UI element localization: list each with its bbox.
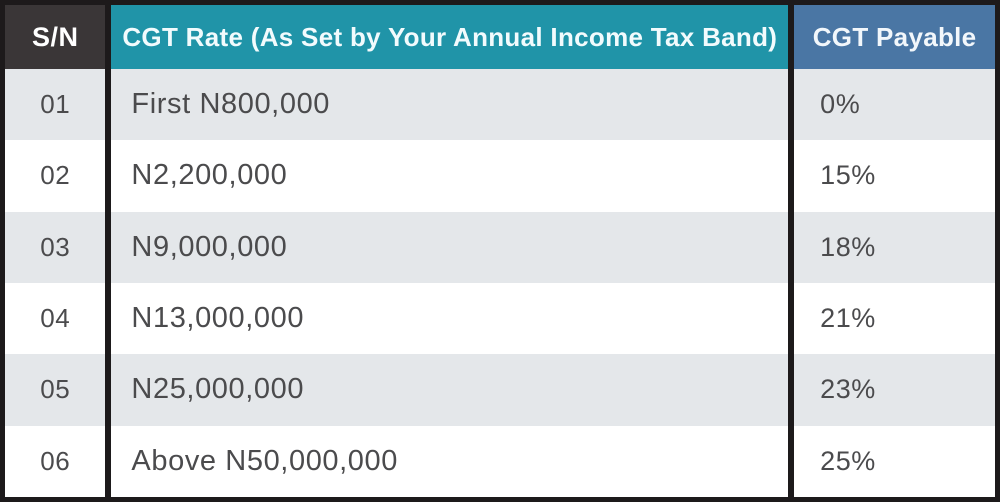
row-income-band: First N800,000 <box>111 69 795 141</box>
table-row: 05 N25,000,000 23% <box>5 354 995 426</box>
row-income-band: N13,000,000 <box>111 282 795 355</box>
row-income-band: Above N50,000,000 <box>111 425 795 497</box>
table-row: 02 N2,200,000 15% <box>5 140 995 212</box>
row-income-band: N2,200,000 <box>111 140 795 212</box>
row-serial-number: 01 <box>5 69 112 141</box>
row-serial-number: 06 <box>5 425 112 497</box>
row-cgt-payable: 25% <box>794 425 995 497</box>
col-header-cgt-payable: CGT Payable <box>794 5 995 69</box>
row-cgt-payable: 23% <box>794 354 995 426</box>
table-row: 03 N9,000,000 18% <box>5 211 995 283</box>
col-header-sn: S/N <box>5 5 112 69</box>
col-header-cgt-rate: CGT Rate (As Set by Your Annual Income T… <box>111 5 795 69</box>
row-serial-number: 02 <box>5 140 112 212</box>
table-row: 01 First N800,000 0% <box>5 69 995 141</box>
row-cgt-payable: 0% <box>794 69 995 141</box>
row-cgt-payable: 15% <box>794 140 995 212</box>
row-income-band: N25,000,000 <box>111 354 795 426</box>
row-cgt-payable: 18% <box>794 211 995 283</box>
row-serial-number: 04 <box>5 282 112 355</box>
row-cgt-payable: 21% <box>794 282 995 355</box>
table-header: S/N CGT Rate (As Set by Your Annual Inco… <box>5 5 995 69</box>
row-serial-number: 05 <box>5 354 112 426</box>
row-serial-number: 03 <box>5 211 112 283</box>
row-income-band: N9,000,000 <box>111 211 795 283</box>
table-row: 04 N13,000,000 21% <box>5 282 995 355</box>
table-body: 01 First N800,000 0% 02 N2,200,000 15% 0… <box>5 69 995 497</box>
header-row: S/N CGT Rate (As Set by Your Annual Inco… <box>5 5 995 69</box>
table-row: 06 Above N50,000,000 25% <box>5 425 995 497</box>
